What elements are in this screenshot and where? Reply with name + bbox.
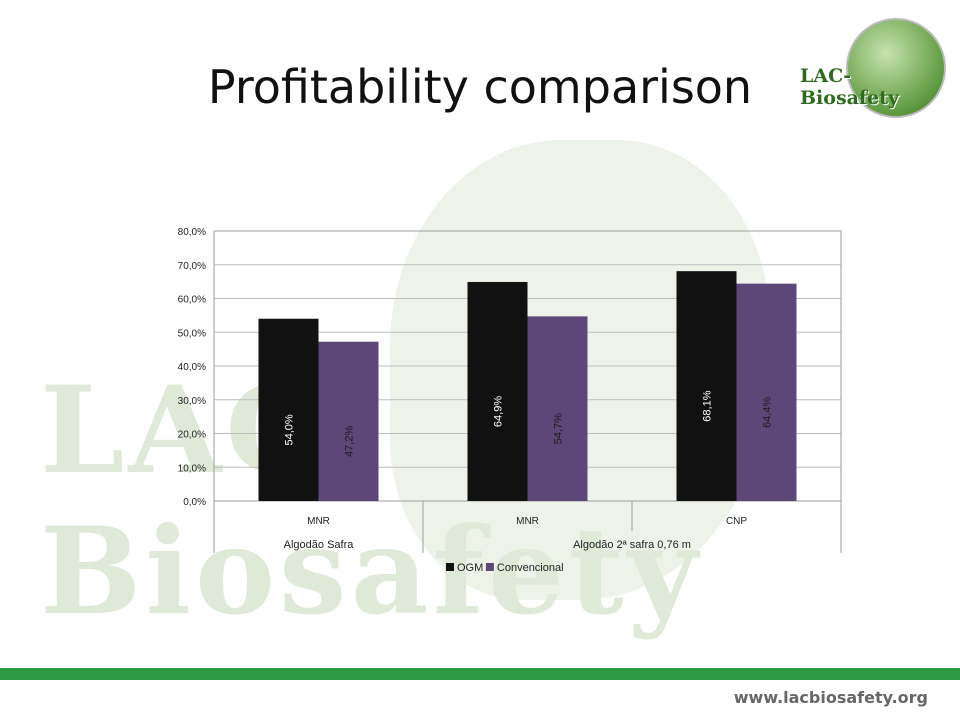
y-tick-label: 50,0% (178, 328, 206, 339)
y-tick-label: 40,0% (178, 362, 206, 373)
y-tick-label: 0,0% (183, 497, 206, 508)
logo-text: LAC-Biosafety (800, 65, 900, 109)
y-tick-label: 60,0% (178, 295, 206, 306)
lac-biosafety-logo: LAC-Biosafety (800, 10, 950, 120)
data-label: 47,2% (344, 426, 356, 457)
bar (467, 281, 528, 501)
bar-chart: 0,0% 10,0% 20,0% 30,0% 40,0% 50,0% 60,0% 70,0% 8… (178, 227, 842, 574)
legend-swatch (446, 563, 454, 571)
data-label: 54,0% (284, 414, 296, 445)
y-tick-label: 30,0% (178, 396, 206, 407)
legend-swatch (485, 563, 494, 571)
legend-label: Convencional (497, 562, 564, 574)
bar (527, 316, 588, 501)
bar (736, 283, 797, 501)
data-label: 54,7% (553, 413, 565, 444)
footer-bar (0, 668, 960, 680)
y-tick-label: 80,0% (178, 227, 206, 238)
globe-icon (846, 18, 946, 118)
category-label: CNP (726, 516, 747, 527)
y-tick-label: 10,0% (178, 463, 206, 474)
data-label: 64,9% (493, 396, 505, 427)
slide-title: Profitability comparison (207, 60, 753, 114)
category-label: MNR (516, 516, 539, 527)
data-label: 68,1% (702, 390, 714, 421)
y-tick-label: 70,0% (178, 261, 206, 272)
data-label: 64,4% (762, 397, 774, 428)
bar (318, 341, 379, 501)
y-tick-label: 20,0% (178, 430, 206, 441)
footer-url: www.lacbiosafety.org (733, 688, 928, 707)
category-label: MNR (307, 516, 330, 527)
legend-label: OGM (457, 562, 483, 574)
bar (676, 271, 737, 501)
group-label: Algodão Safra (284, 539, 355, 551)
bar (258, 318, 319, 501)
group-label: Algodão 2ª safra 0,76 m (573, 539, 691, 551)
